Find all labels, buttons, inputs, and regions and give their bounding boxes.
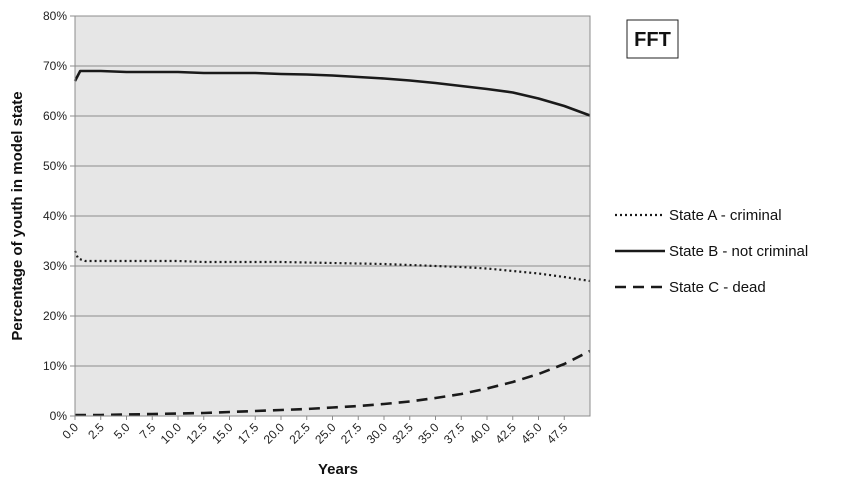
y-axis-ticks: 0% 10% 20% 30% 40% 50% 60% 70% 80%	[43, 9, 75, 423]
x-tick-label: 35.0	[415, 420, 442, 447]
x-tick-label: 40.0	[467, 420, 494, 447]
x-tick-label: 17.5	[235, 420, 262, 447]
x-tick-label: 42.5	[492, 420, 519, 447]
gridlines	[75, 65, 590, 367]
x-tick-label: 45.0	[518, 420, 545, 447]
x-tick-label: 47.5	[544, 420, 571, 447]
x-tick-label: 2.5	[85, 420, 107, 442]
y-axis-title: Percentage of youth in model state	[9, 91, 26, 340]
x-tick-label: 25.0	[312, 420, 339, 447]
x-tick-label: 30.0	[364, 420, 391, 447]
legend: State A - criminal State B - not criminal…	[615, 207, 808, 296]
chart-title: FFT	[634, 29, 671, 51]
x-axis-ticks: 0.0 2.5 5.0 7.5 10.0 12.5 15.0 17.5 20.0 22.5 25.0…	[59, 416, 571, 447]
y-tick-label: 20%	[43, 309, 67, 323]
y-tick-label: 0%	[50, 409, 68, 423]
y-tick-label: 60%	[43, 109, 67, 123]
x-tick-label: 20.0	[261, 420, 288, 447]
series-lines	[73, 69, 591, 417]
x-tick-label: 37.5	[441, 420, 468, 447]
y-tick-label: 70%	[43, 59, 67, 73]
title-box	[626, 19, 679, 59]
x-tick-label: 7.5	[137, 420, 159, 442]
legend-label: State B - not criminal	[669, 243, 808, 260]
legend-label: State A - criminal	[669, 207, 782, 224]
x-tick-label: 27.5	[338, 420, 365, 447]
x-tick-label: 5.0	[111, 420, 133, 442]
y-tick-label: 10%	[43, 359, 67, 373]
x-tick-label: 0.0	[59, 420, 81, 442]
x-tick-label: 32.5	[389, 420, 416, 447]
y-tick-label: 80%	[43, 9, 67, 23]
legend-label: State C - dead	[669, 279, 766, 296]
series-line-state-b	[73, 69, 591, 117]
x-axis-title: Years	[318, 461, 358, 478]
x-tick-label: 10.0	[158, 420, 185, 447]
y-tick-label: 40%	[43, 209, 67, 223]
series-line-state-c	[75, 349, 591, 417]
x-tick-label: 22.5	[286, 420, 313, 447]
x-tick-label: 15.0	[209, 420, 236, 447]
y-tick-label: 50%	[43, 159, 67, 173]
plot-frame	[74, 15, 591, 417]
x-tick-label: 12.5	[183, 420, 210, 447]
y-tick-label: 30%	[43, 259, 67, 273]
